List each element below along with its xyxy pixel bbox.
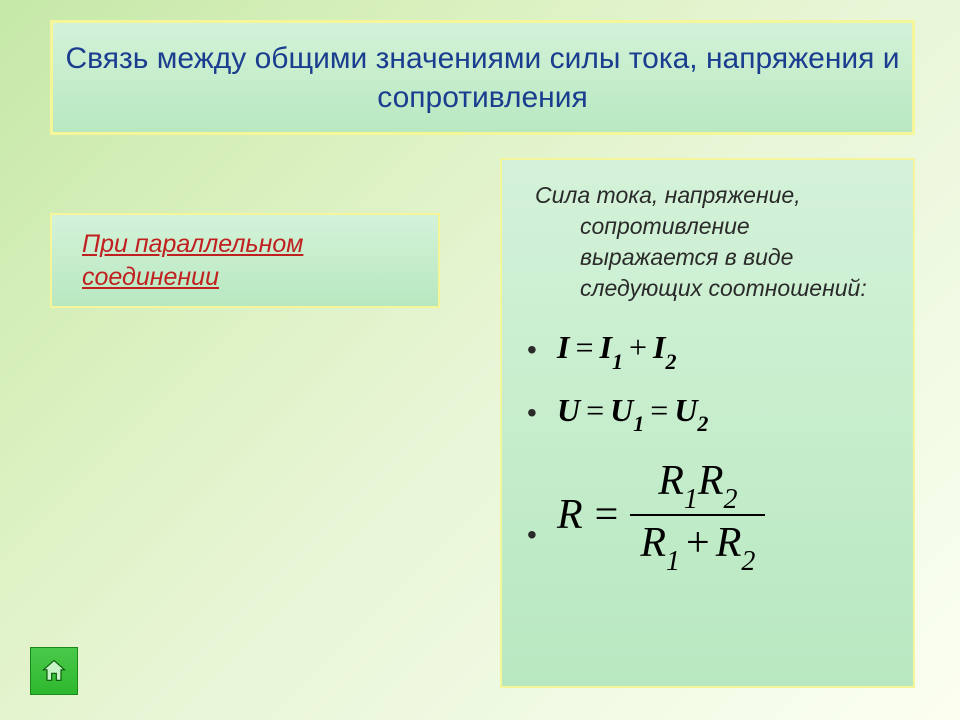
denominator: R1+R2 <box>630 516 765 576</box>
title-panel: Связь между общими значениями силы тока,… <box>50 20 915 135</box>
subtitle-panel: При параллельном соединении <box>50 213 440 308</box>
eq: = <box>595 491 619 539</box>
formula-voltage-expr: U=U1=U2 <box>557 392 708 434</box>
intro-line1: Сила тока, напряжение, <box>535 182 801 208</box>
op: + <box>686 520 710 566</box>
sub: 1 <box>684 484 698 515</box>
intro-rest: сопротивление выражается в виде следующи… <box>535 211 893 304</box>
content-panel: Сила тока, напряжение, сопротивление выр… <box>500 158 915 688</box>
formula-current: • I=I1+I2 <box>527 329 893 371</box>
sym: R <box>658 458 684 504</box>
subtitle-text: При параллельном соединении <box>82 228 438 293</box>
sym: R <box>557 491 583 539</box>
sym: U <box>610 392 633 428</box>
formula-resistance: • R = R1R2 R1+R2 <box>527 454 893 576</box>
formula-resistance-expr: R = R1R2 R1+R2 <box>557 454 765 576</box>
home-button[interactable] <box>30 647 78 695</box>
intro-text: Сила тока, напряжение, сопротивление выр… <box>527 180 893 304</box>
home-icon <box>40 657 68 685</box>
sub: 2 <box>724 484 738 515</box>
formula-current-expr: I=I1+I2 <box>557 329 676 371</box>
bullet-icon: • <box>527 519 542 551</box>
op: + <box>629 329 647 365</box>
sym: U <box>674 392 697 428</box>
sym: R <box>716 520 742 566</box>
op: = <box>650 392 668 428</box>
bullet-icon: • <box>527 397 542 429</box>
sym: U <box>557 392 580 428</box>
sym: I <box>557 329 569 365</box>
formula-voltage: • U=U1=U2 <box>527 392 893 434</box>
sub: 2 <box>741 546 755 577</box>
fraction: R1R2 R1+R2 <box>630 454 765 576</box>
numerator: R1R2 <box>648 454 747 514</box>
sub: 1 <box>612 349 623 374</box>
sym: R <box>640 520 666 566</box>
bullet-icon: • <box>527 334 542 366</box>
sym: I <box>600 329 612 365</box>
title-text: Связь между общими значениями силы тока,… <box>52 39 913 117</box>
sym: R <box>698 458 724 504</box>
sub: 1 <box>666 546 680 577</box>
sub: 2 <box>697 411 708 436</box>
sym: I <box>653 329 665 365</box>
sub: 2 <box>665 349 676 374</box>
sub: 1 <box>633 411 644 436</box>
